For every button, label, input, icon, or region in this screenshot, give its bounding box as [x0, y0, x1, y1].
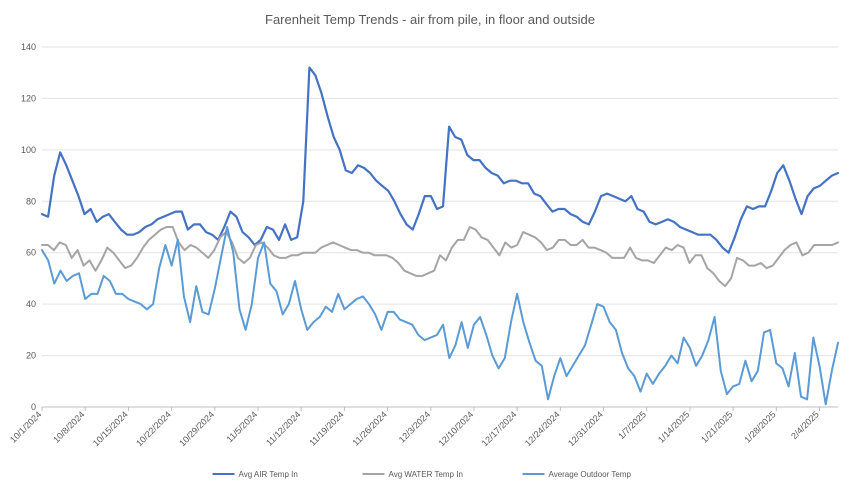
- x-tick-label: 11/5/2024: [224, 409, 259, 444]
- x-tick-label: 10/22/2024: [134, 409, 173, 448]
- legend-label: Average Outdoor Temp: [549, 470, 632, 479]
- x-tick-label: 10/29/2024: [177, 409, 216, 448]
- x-tick-label: 12/3/2024: [397, 409, 432, 444]
- x-tick-label: 10/1/2024: [8, 409, 43, 444]
- x-tick-label: 10/8/2024: [51, 409, 86, 444]
- legend-label: Avg AIR Temp In: [239, 470, 298, 479]
- y-tick-label: 40: [26, 299, 36, 309]
- y-tick-label: 80: [26, 196, 36, 206]
- x-tick-label: 12/24/2024: [523, 409, 562, 448]
- series-line-1: [40, 66, 840, 254]
- x-tick-label: 11/19/2024: [307, 409, 345, 447]
- x-tick-label: 12/10/2024: [436, 409, 475, 448]
- x-tick-label: 10/15/2024: [91, 409, 130, 448]
- x-tick-label: 12/31/2024: [566, 409, 605, 448]
- x-tick-label: 2/4/2025: [789, 409, 821, 441]
- series-group: [40, 66, 840, 406]
- y-tick-label: 60: [26, 248, 36, 258]
- x-tick-label: 12/17/2024: [480, 409, 519, 448]
- x-tick-label: 11/12/2024: [264, 409, 302, 447]
- axes: 0 20 40 60 80 100 120 140 10/1/2024 10/8/2024 10/1…: [8, 42, 821, 448]
- x-tick-label: 1/14/2025: [656, 409, 691, 444]
- legend: Avg AIR Temp In Avg WATER Temp In Average …: [212, 470, 632, 479]
- y-tick-label: 100: [21, 145, 36, 155]
- series-line-2: [41, 226, 839, 288]
- x-tick-label: 11/26/2024: [351, 409, 389, 447]
- x-tick-label: 1/21/2025: [699, 409, 734, 444]
- chart-title: Farenheit Temp Trends - air from pile, i…: [265, 12, 595, 27]
- y-tick-label: 20: [26, 351, 36, 361]
- series-line-3: [41, 226, 839, 406]
- y-tick-label: 140: [21, 42, 36, 52]
- x-tick-label: 1/28/2025: [742, 409, 777, 444]
- legend-label: Avg WATER Temp In: [389, 470, 463, 479]
- y-tick-label: 0: [31, 402, 36, 412]
- x-tick-label: 1/7/2025: [616, 409, 648, 441]
- y-tick-label: 120: [21, 93, 36, 103]
